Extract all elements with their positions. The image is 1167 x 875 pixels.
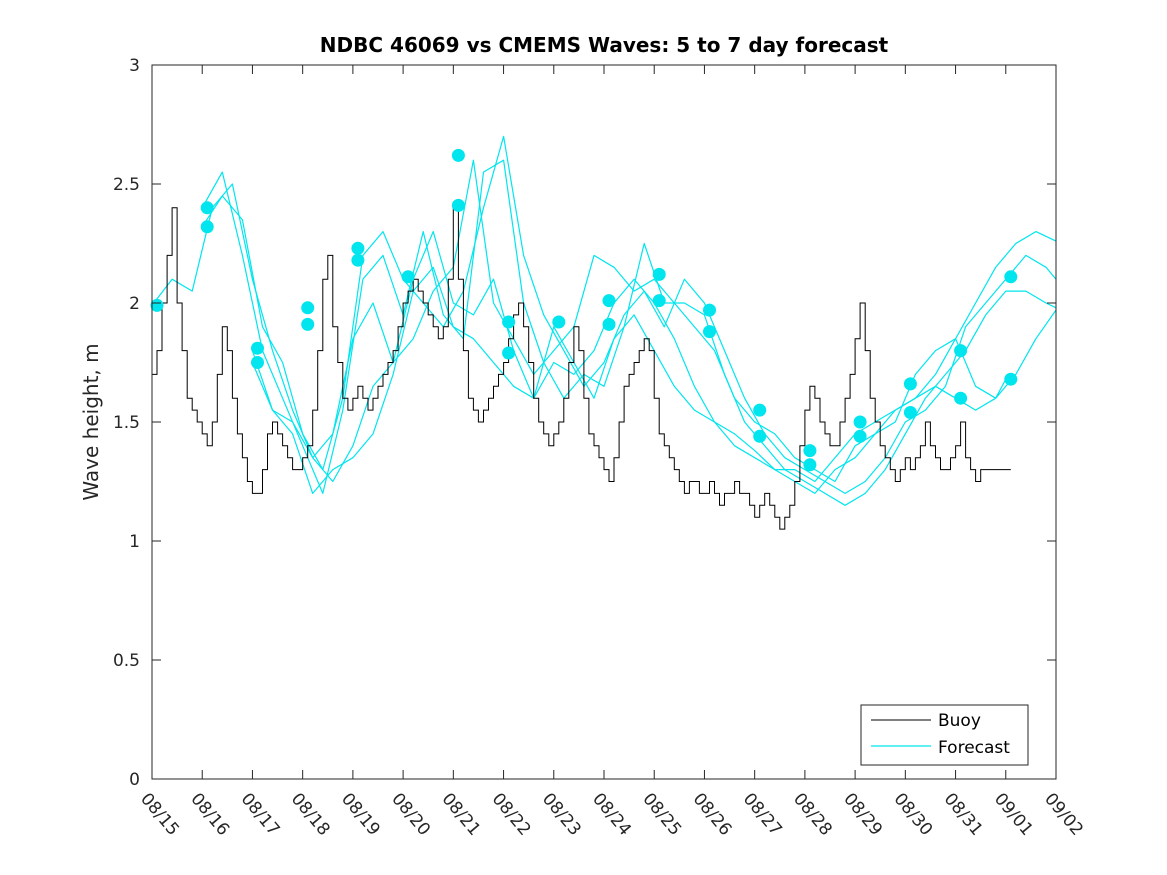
forecast-marker [451,198,465,212]
forecast-marker [552,315,566,329]
forecast-marker [200,220,214,234]
forecast-marker [301,301,315,315]
forecast-marker [803,458,817,472]
forecast-marker [803,444,817,458]
forecast-marker [150,298,164,312]
legend-box [860,704,1029,766]
forecast-marker [954,391,968,405]
forecast-marker [753,403,767,417]
forecast-marker [251,341,264,355]
forecast-marker [954,344,968,358]
forecast-marker [753,429,767,443]
legend-buoy-label: Buoy [938,711,981,731]
legend-forecast-label: Forecast [938,738,1010,758]
chart-title: NDBC 46069 vs CMEMS Waves: 5 to 7 day fo… [320,33,889,57]
y-tick-label: 0.5 [113,651,140,671]
forecast-marker [853,429,867,443]
forecast-marker [200,201,214,215]
forecast-marker [903,377,917,391]
y-tick-label: 1.5 [113,413,140,433]
buoy-line [152,207,1011,530]
forecast-marker [502,315,516,329]
forecast-marker [703,325,716,339]
forecast-marker [652,267,666,281]
legend: Buoy Forecast [860,704,1029,766]
forecast-line [201,159,1057,506]
y-tick-label: 1 [129,532,140,552]
forecast-marker [251,356,264,369]
forecast-line [251,266,1007,494]
buoy-series-group [152,207,1011,530]
y-tick-label: 3 [129,56,140,76]
forecast-marker [301,317,315,331]
forecast-marker [401,270,415,284]
forecast-marker [602,317,616,331]
y-tick-label: 2.5 [113,175,140,195]
forecast-marker [502,346,516,360]
forecast-markers-group [150,148,1018,472]
forecast-marker [351,241,365,255]
y-tick-label: 0 [129,770,140,790]
forecast-line [201,135,1057,494]
forecast-marker [853,415,867,429]
forecast-marker [703,303,716,317]
forecast-marker [652,294,666,308]
forecast-marker [903,406,917,419]
forecast-marker [451,148,465,162]
forecast-marker [351,253,365,267]
forecast-marker [602,294,616,308]
forecast-marker [1004,270,1018,284]
forecast-marker [1004,372,1018,386]
y-axis-label: Wave height, m [79,343,103,500]
y-tick-label: 2 [129,294,140,314]
